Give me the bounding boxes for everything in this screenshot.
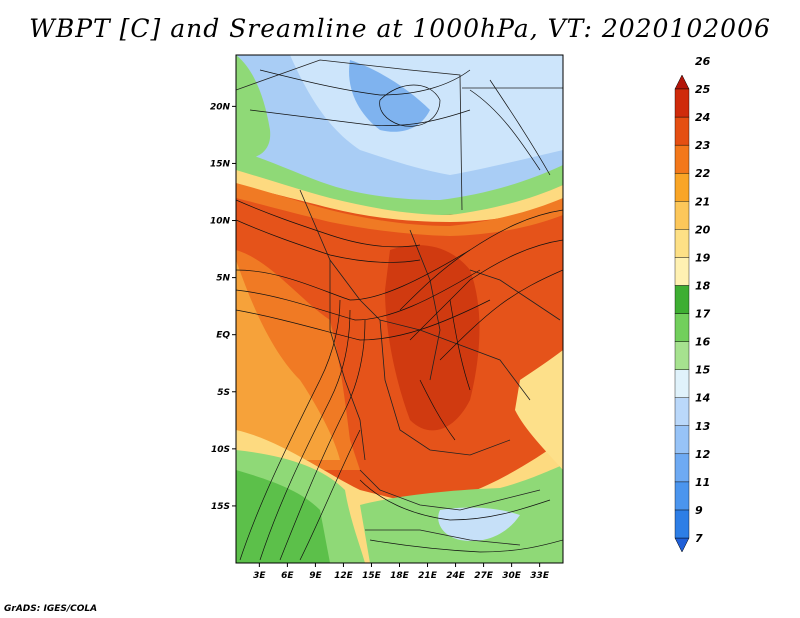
blue-region-south xyxy=(438,507,520,541)
credit-label: GrADS: IGES/COLA xyxy=(4,604,98,614)
colorbar-label: 14 xyxy=(695,392,710,405)
green-region-southwest-dark xyxy=(236,470,330,563)
x-tick-label: 24E xyxy=(446,571,466,581)
colorbar-label: 21 xyxy=(695,195,710,208)
y-tick-label: 5N xyxy=(216,274,230,284)
colorbar-swatch xyxy=(674,172,690,202)
colorbar-label: 23 xyxy=(695,139,711,152)
colorbar-label: 7 xyxy=(695,532,703,545)
colorbar-swatch xyxy=(674,453,690,483)
colorbar-label: 25 xyxy=(695,83,711,96)
y-tick-label: 10N xyxy=(210,217,231,227)
colorbar-label: 22 xyxy=(695,167,711,180)
colorbar-label: 20 xyxy=(695,223,711,236)
colorbar-swatch xyxy=(674,285,690,314)
x-tick-label: 27E xyxy=(474,571,494,581)
x-tick-label: 6E xyxy=(281,571,294,581)
yellow-region-east xyxy=(515,350,563,470)
x-axis: 3E 6E 9E 12E 15E 18E 21E 24E 27E 30E 33E xyxy=(253,563,550,581)
colorbar-label: 11 xyxy=(695,476,710,489)
chart-title: WBPT [C] and Sreamline at 1000hPa, VT: 2… xyxy=(29,14,771,43)
colorbar-swatch xyxy=(674,88,690,118)
blue-core-north xyxy=(349,60,430,132)
x-tick-label: 12E xyxy=(334,571,354,581)
colorbar-swatch xyxy=(674,397,690,426)
colorbar-swatch xyxy=(674,201,690,230)
colorbar-label: 15 xyxy=(695,364,711,377)
y-tick-label: 5S xyxy=(217,388,230,398)
x-tick-label: 21E xyxy=(418,571,438,581)
y-axis: 20N 15N 10N 5N EQ 5S 10S 15S xyxy=(210,102,236,512)
light-orange-region-west xyxy=(236,260,340,460)
y-tick-label: 20N xyxy=(210,102,231,112)
x-tick-label: 33E xyxy=(530,571,550,581)
country-borders xyxy=(236,59,563,546)
colorbar-swatch xyxy=(674,313,690,342)
y-tick-label: 10S xyxy=(211,445,230,455)
x-tick-label: 9E xyxy=(309,571,322,581)
y-tick-label: 15S xyxy=(211,502,230,512)
colorbar-swatch xyxy=(674,257,690,286)
x-tick-label: 18E xyxy=(390,571,410,581)
colorbar-swatch xyxy=(674,341,690,370)
colorbar-label: 26 xyxy=(695,55,711,68)
colorbar-label: 9 xyxy=(695,504,703,517)
colorbar: 7 9 11 12 13 14 15 16 17 18 19 20 21 22 23 24 25 26 xyxy=(674,55,711,553)
colorbar-label: 12 xyxy=(695,448,711,461)
x-tick-label: 15E xyxy=(362,571,382,581)
colorbar-swatch xyxy=(674,481,690,511)
colorbar-swatch xyxy=(674,509,690,539)
x-tick-label: 30E xyxy=(502,571,522,581)
colorbar-extend-bottom xyxy=(674,537,690,553)
colorbar-extend-top xyxy=(674,74,690,90)
colorbar-swatch xyxy=(674,144,690,174)
y-tick-label: EQ xyxy=(216,331,230,341)
colorbar-label: 13 xyxy=(695,420,711,433)
colorbar-label: 17 xyxy=(695,308,711,321)
colorbar-label: 16 xyxy=(695,336,711,349)
yellow-band-north xyxy=(236,170,563,222)
green-region-north xyxy=(236,55,271,160)
colorbar-swatch xyxy=(674,229,690,258)
colorbar-label: 18 xyxy=(695,279,711,292)
streamlines xyxy=(236,69,563,561)
x-tick-label: 3E xyxy=(253,571,266,581)
map-area xyxy=(236,55,563,563)
colorbar-swatch xyxy=(674,116,690,146)
colorbar-swatch xyxy=(674,425,690,455)
colorbar-swatch xyxy=(674,369,690,398)
colorbar-label: 19 xyxy=(695,251,711,264)
colorbar-label: 24 xyxy=(695,111,710,124)
orange-band-north xyxy=(236,183,563,236)
red-core xyxy=(385,245,480,431)
y-tick-label: 15N xyxy=(210,159,231,169)
